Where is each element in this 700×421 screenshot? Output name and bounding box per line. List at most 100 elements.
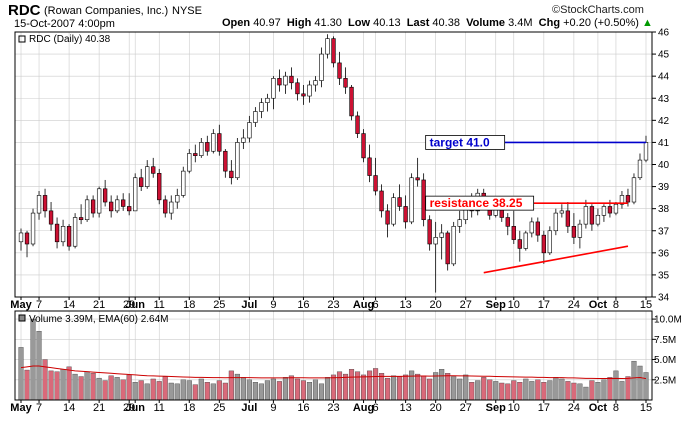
volume-value: 3.4M <box>508 17 533 29</box>
volume-bar <box>252 382 258 401</box>
candlestick <box>283 71 288 94</box>
candlestick <box>133 173 138 212</box>
candle-body <box>108 201 114 212</box>
candlestick <box>30 208 36 247</box>
candlestick <box>121 193 126 211</box>
candle-body <box>457 219 462 227</box>
volume-tick-label: 7.5M <box>654 335 676 346</box>
volume-bar <box>78 376 84 401</box>
candle-body <box>253 111 258 123</box>
candle-body <box>84 199 90 221</box>
candlestick <box>60 219 66 247</box>
candle-body <box>565 210 571 227</box>
volume-bar <box>204 382 210 401</box>
candle-body <box>78 217 84 221</box>
volume-bar <box>625 376 631 401</box>
volume-bar <box>643 372 649 401</box>
volume-bar <box>361 374 367 401</box>
candlestick <box>409 173 414 225</box>
candlestick <box>559 204 565 218</box>
candlestick <box>631 173 637 205</box>
price-tick-label: 34 <box>658 293 670 304</box>
candle-body <box>217 133 222 152</box>
annotation-label: target 41.0 <box>430 135 490 149</box>
candlestick <box>66 224 72 251</box>
volume-bar <box>96 377 102 401</box>
candle-body <box>577 223 583 238</box>
candlestick <box>187 149 192 174</box>
x-tick-label: 13 <box>399 299 411 311</box>
x-tick-label: Aug <box>353 299 374 311</box>
candle-body <box>337 62 342 79</box>
volume-bar <box>403 374 409 401</box>
x-tick-label: Aug <box>353 402 374 414</box>
candlestick <box>331 36 336 68</box>
volume-bar <box>270 378 276 401</box>
candlestick <box>90 195 96 218</box>
x-tick-label: 18 <box>183 402 195 414</box>
volume-bar <box>354 371 361 401</box>
x-tick-label: 16 <box>297 402 309 414</box>
volume-bar <box>529 381 535 401</box>
volume-bar <box>342 373 349 401</box>
price-legend-text: RDC (Daily) 40.38 <box>29 34 111 45</box>
candlestick <box>48 202 54 231</box>
company-name: (Rowan Companies, Inc.) <box>44 5 169 17</box>
volume-bar <box>318 383 325 401</box>
volume-bar <box>156 381 162 401</box>
open-value: 40.97 <box>253 17 281 29</box>
candlestick <box>301 85 306 105</box>
candlestick <box>271 76 276 110</box>
candle-body <box>367 157 372 176</box>
candle-body <box>211 133 216 152</box>
quote-bar: Open 40.97 High 41.30 Low 40.13 Last 40.… <box>222 17 653 29</box>
volume-bar <box>601 379 607 401</box>
candle-body <box>571 226 577 238</box>
x-tick-label: 17 <box>538 299 550 311</box>
volume-bar <box>258 383 264 401</box>
x-tick-label: 7 <box>36 299 42 311</box>
x-tick-label: 8 <box>613 299 619 311</box>
price-tick-label: 46 <box>658 28 670 39</box>
candlestick <box>403 195 408 229</box>
volume-bar <box>577 383 583 401</box>
chg-label: Chg <box>538 17 561 29</box>
candle-body <box>114 199 120 212</box>
candlestick <box>313 76 318 92</box>
candlestick <box>511 210 516 244</box>
candlestick <box>72 213 78 249</box>
volume-bar <box>475 380 481 401</box>
volume-tick-label: 10.0M <box>654 315 682 326</box>
candle-body <box>235 142 240 179</box>
volume-bar <box>228 370 234 401</box>
open-label: Open <box>222 17 251 29</box>
volume-bar <box>427 378 433 401</box>
candlestick <box>355 111 360 138</box>
candlestick <box>211 129 216 154</box>
up-arrow-icon: ▲ <box>642 17 653 29</box>
candlestick <box>595 208 601 227</box>
candlestick <box>175 188 180 209</box>
volume-bar <box>607 377 613 401</box>
x-tick-label: Oct <box>589 299 608 311</box>
volume-bar <box>481 377 487 401</box>
volume-bar <box>150 378 156 401</box>
volume-bar <box>216 380 222 401</box>
candlestick <box>18 228 24 251</box>
x-tick-label: Jun <box>125 299 145 311</box>
volume-bar <box>60 369 66 401</box>
volume-bar <box>571 382 577 401</box>
candlestick <box>571 213 577 244</box>
candle-body <box>613 203 619 214</box>
candlestick <box>505 213 510 236</box>
volume-bar <box>102 380 108 401</box>
volume-bar <box>42 359 48 401</box>
last-label: Last <box>406 17 430 29</box>
candlestick <box>181 166 186 198</box>
price-tick-label: 42 <box>658 116 670 127</box>
candle-body <box>361 133 366 159</box>
candle-body <box>72 217 78 247</box>
candle-body <box>373 175 378 192</box>
